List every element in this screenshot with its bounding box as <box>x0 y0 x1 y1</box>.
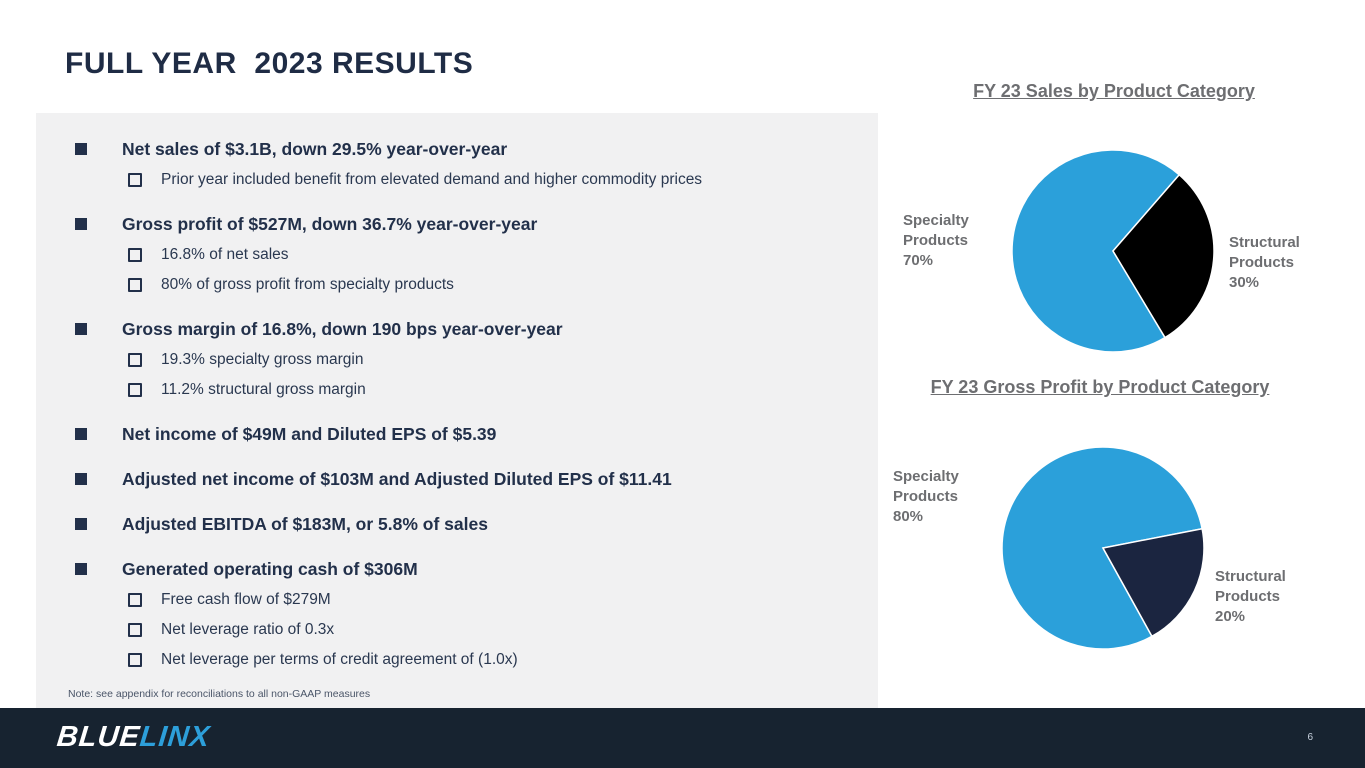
pie-label-line: 30% <box>1229 274 1260 291</box>
sales-pie-label-structural: Structural Products 30% <box>1229 233 1300 293</box>
bullet-text: Adjusted net income of $103M and Adjuste… <box>122 469 672 489</box>
hollow-square-bullet-icon <box>128 653 142 667</box>
bullet-item: Adjusted net income of $103M and Adjuste… <box>36 468 858 490</box>
gross-profit-pie-label-specialty: Specialty Products 80% <box>893 467 959 527</box>
bullet-group: Net sales of $3.1B, down 29.5% year-over… <box>36 138 858 190</box>
pie-label-line: Products <box>903 232 969 249</box>
pie-label-line: 20% <box>1215 608 1246 625</box>
pie-slice-structural-products <box>1112 173 1215 339</box>
bullet-list: Net sales of $3.1B, down 29.5% year-over… <box>36 138 858 670</box>
sub-bullet-text: Net leverage per terms of credit agreeme… <box>161 651 518 668</box>
sub-bullet-item: 16.8% of net sales <box>36 244 858 265</box>
hollow-square-bullet-icon <box>128 383 142 397</box>
sub-bullet-item: Net leverage per terms of credit agreeme… <box>36 649 858 670</box>
sub-bullet-text: Free cash flow of $279M <box>161 591 331 608</box>
hollow-square-bullet-icon <box>128 278 142 292</box>
hollow-square-bullet-icon <box>128 353 142 367</box>
bluelinx-logo: BLUELINX <box>55 721 211 754</box>
footnote: Note: see appendix for reconciliations t… <box>68 688 371 700</box>
hollow-square-bullet-icon <box>128 248 142 262</box>
hollow-square-bullet-icon <box>128 593 142 607</box>
footer-bar: BLUELINX 6 <box>0 708 1365 768</box>
pie-label-line: 80% <box>893 508 924 525</box>
bullet-text: Gross profit of $527M, down 36.7% year-o… <box>122 214 538 234</box>
bullet-text: Net income of $49M and Diluted EPS of $5… <box>122 424 497 444</box>
filled-square-bullet-icon <box>75 218 87 230</box>
bullet-group: Net income of $49M and Diluted EPS of $5… <box>36 423 858 445</box>
pie-label-line: Specialty <box>893 468 959 485</box>
sales-pie-chart <box>1011 149 1215 353</box>
bullet-item: Generated operating cash of $306M <box>36 558 858 580</box>
bullet-item: Gross profit of $527M, down 36.7% year-o… <box>36 213 858 235</box>
bullet-item: Net sales of $3.1B, down 29.5% year-over… <box>36 138 858 160</box>
pie-label-line: Specialty <box>903 212 969 229</box>
logo-text-linx: LINX <box>138 721 212 753</box>
gross-profit-pie-label-structural: Structural Products 20% <box>1215 567 1286 627</box>
gross-profit-pie-title: FY 23 Gross Profit by Product Category <box>930 377 1270 397</box>
pie-label-line: Products <box>1229 254 1295 271</box>
filled-square-bullet-icon <box>75 518 87 530</box>
sub-bullet-text: 16.8% of net sales <box>161 246 289 263</box>
bullet-text: Gross margin of 16.8%, down 190 bps year… <box>122 319 563 339</box>
logo-text-blue: BLUE <box>55 721 142 753</box>
sub-bullet-item: Free cash flow of $279M <box>36 589 858 610</box>
sub-bullet-text: Prior year included benefit from elevate… <box>161 171 703 188</box>
filled-square-bullet-icon <box>75 473 87 485</box>
bullet-group: Gross margin of 16.8%, down 190 bps year… <box>36 318 858 400</box>
gross-profit-pie-chart <box>1001 446 1205 650</box>
bullet-group: Gross profit of $527M, down 36.7% year-o… <box>36 213 858 295</box>
pie-label-line: Products <box>893 488 959 505</box>
bullet-group: Adjusted EBITDA of $183M, or 5.8% of sal… <box>36 513 858 535</box>
pie-label-line: Products <box>1215 588 1281 605</box>
pie-slice-specialty-products <box>1001 446 1204 650</box>
pie-slice-specialty-products <box>1011 149 1181 353</box>
highlights-panel: Net sales of $3.1B, down 29.5% year-over… <box>36 113 878 710</box>
sales-pie-label-specialty: Specialty Products 70% <box>903 211 969 271</box>
pie-label-line: Structural <box>1229 234 1300 251</box>
filled-square-bullet-icon <box>75 143 87 155</box>
pie-label-line: Structural <box>1215 568 1286 585</box>
bullet-item: Net income of $49M and Diluted EPS of $5… <box>36 423 858 445</box>
pie-label-line: 70% <box>903 252 934 269</box>
page-title: FULL YEAR 2023 RESULTS <box>65 47 474 80</box>
bullet-group: Adjusted net income of $103M and Adjuste… <box>36 468 858 490</box>
bullet-text: Adjusted EBITDA of $183M, or 5.8% of sal… <box>122 514 488 534</box>
sub-bullet-text: 11.2% structural gross margin <box>161 381 366 398</box>
sub-bullet-item: Net leverage ratio of 0.3x <box>36 619 858 640</box>
bullet-text: Generated operating cash of $306M <box>122 559 418 579</box>
sub-bullet-text: 19.3% specialty gross margin <box>161 351 364 368</box>
sub-bullet-text: Net leverage ratio of 0.3x <box>161 621 335 638</box>
sub-bullet-item: Prior year included benefit from elevate… <box>36 169 858 190</box>
bullet-item: Adjusted EBITDA of $183M, or 5.8% of sal… <box>36 513 858 535</box>
sub-bullet-text: 80% of gross profit from specialty produ… <box>161 276 454 293</box>
sub-bullet-item: 11.2% structural gross margin <box>36 379 858 400</box>
filled-square-bullet-icon <box>75 428 87 440</box>
bullet-group: Generated operating cash of $306M Free ca… <box>36 558 858 670</box>
filled-square-bullet-icon <box>75 323 87 335</box>
sub-bullet-item: 19.3% specialty gross margin <box>36 349 858 370</box>
sub-bullet-item: 80% of gross profit from specialty produ… <box>36 274 858 295</box>
filled-square-bullet-icon <box>75 563 87 575</box>
pie-slice-structural-products <box>1101 527 1205 638</box>
hollow-square-bullet-icon <box>128 623 142 637</box>
page-number: 6 <box>1307 732 1313 743</box>
bullet-item: Gross margin of 16.8%, down 190 bps year… <box>36 318 858 340</box>
sales-pie-title: FY 23 Sales by Product Category <box>973 81 1255 101</box>
bullet-text: Net sales of $3.1B, down 29.5% year-over… <box>122 139 508 159</box>
hollow-square-bullet-icon <box>128 173 142 187</box>
